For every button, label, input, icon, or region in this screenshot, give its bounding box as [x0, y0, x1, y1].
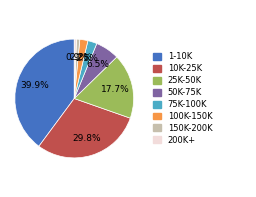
Text: 2.2%: 2.2%	[70, 53, 92, 62]
Wedge shape	[39, 98, 130, 158]
Wedge shape	[74, 57, 134, 118]
Text: 0.9%: 0.9%	[66, 53, 89, 61]
Wedge shape	[74, 39, 88, 98]
Wedge shape	[74, 39, 80, 98]
Text: 2.5%: 2.5%	[76, 54, 98, 63]
Wedge shape	[74, 41, 97, 98]
Text: 39.9%: 39.9%	[20, 81, 49, 90]
Wedge shape	[74, 39, 77, 98]
Text: 17.7%: 17.7%	[100, 85, 129, 94]
Text: 29.8%: 29.8%	[72, 134, 101, 143]
Wedge shape	[74, 44, 117, 98]
Wedge shape	[15, 39, 74, 146]
Legend: 1-10K, 10K-25K, 25K-50K, 50K-75K, 75K-100K, 100K-150K, 150K-200K, 200K+: 1-10K, 10K-25K, 25K-50K, 50K-75K, 75K-10…	[153, 52, 212, 145]
Text: 6.5%: 6.5%	[86, 59, 109, 69]
